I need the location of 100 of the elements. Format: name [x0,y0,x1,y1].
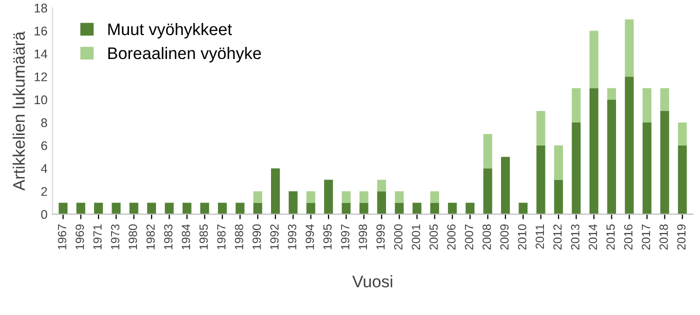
bar [607,100,616,214]
bar [253,202,262,214]
x-tick-label: 2017 [642,224,650,250]
bar [501,156,510,214]
y-tick-label: 16 [34,26,48,36]
x-tick-label: 1998 [358,224,368,250]
x-tick-label: 1969 [76,224,84,250]
x-tick-label: 1982 [146,224,155,250]
bar [448,202,457,214]
bar [200,202,210,214]
x-tick-label: 1985 [199,224,208,250]
x-tick-label: 2009 [500,224,509,250]
y-axis-title: Artikkelien lukumäärä [12,31,25,191]
x-tick-label: 2014 [588,224,598,250]
y-tick-label: 10 [34,95,48,104]
bar [678,122,687,146]
y-tick-label: 18 [34,4,48,13]
x-tick-label: 2015 [606,224,615,250]
bar [94,202,103,214]
bar [483,134,492,168]
bar [394,202,404,214]
bar [394,191,404,203]
bar [359,191,368,203]
bar [288,191,298,214]
bar [536,111,546,146]
bar [377,180,386,192]
x-tick-label: 1973 [111,224,120,250]
y-tick-label: 8 [41,118,48,128]
bar [112,202,121,214]
x-tick-label: 1997 [341,224,350,250]
bar [359,202,368,214]
bar [430,191,440,203]
bar [572,88,581,122]
bar [589,30,598,88]
y-tick-label: 4 [40,164,48,173]
bar [678,145,687,214]
y-tick-label: 2 [41,187,48,196]
bar [76,202,86,214]
x-tick-label: 1971 [93,224,102,250]
legend-label: Boreaalinen vyöhyke [108,46,261,62]
x-tick-label: 1967 [58,224,66,250]
bar [182,202,192,214]
x-tick-label: 1984 [182,224,190,250]
x-tick-label: 2006 [447,224,456,250]
legend-label: Muut vyöhykkeet [108,22,232,38]
bar [253,191,262,203]
bar [466,202,474,214]
bar [147,202,156,214]
bar [589,88,598,214]
y-tick-label: 0 [41,210,48,219]
bar [483,168,492,214]
x-tick-label: 2019 [677,224,686,250]
x-tick-label: 1994 [306,224,314,250]
bar [164,202,174,214]
bar [536,145,546,214]
bar [324,180,333,214]
bar [412,202,422,214]
x-tick-label: 1983 [164,224,172,250]
x-tick-label: 1990 [252,224,261,250]
bar [554,180,563,214]
y-tick-label: 14 [34,50,48,58]
bar [518,202,528,214]
bar [660,111,670,214]
bar [607,88,616,100]
bar [377,191,386,214]
x-tick-label: 1995 [323,224,332,250]
x-tick-label: 2011 [536,224,544,249]
x-tick-label: 2007 [464,224,474,250]
bar [58,202,68,214]
x-tick-label: 2008 [482,224,491,250]
x-tick-label: 1999 [376,224,385,250]
bar [642,122,652,214]
x-tick-label: 1987 [217,224,226,250]
bar [271,168,280,214]
bar [306,202,316,214]
x-tick-label: 2000 [394,224,402,250]
bar [342,202,351,214]
x-tick-label: 2016 [624,224,632,250]
bar [236,202,244,214]
bar [642,88,652,122]
x-tick-label: 2012 [553,224,562,250]
x-axis-title: Vuosi [352,275,392,288]
x-tick-label: 1980 [128,224,138,250]
x-tick-label: 2018 [660,224,668,250]
bar [624,76,634,214]
x-tick-label: 1988 [234,224,244,250]
y-tick-label: 6 [41,141,48,150]
bar [129,202,138,214]
bar [306,191,316,203]
bar [430,202,440,214]
y-tick-label: 12 [34,72,48,82]
bar [624,19,634,77]
x-tick-label: 2013 [571,224,580,250]
bar [572,122,581,214]
bar [218,202,227,214]
bar [342,191,351,203]
x-tick-label: 2005 [429,224,438,250]
bar [660,88,670,112]
x-tick-label: 2010 [518,224,526,250]
bar [554,145,563,180]
